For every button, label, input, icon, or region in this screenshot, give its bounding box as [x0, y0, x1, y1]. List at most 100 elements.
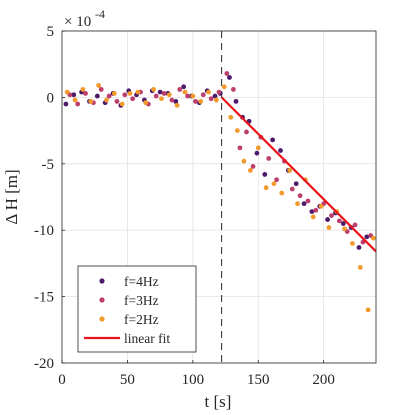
data-point	[111, 91, 117, 96]
data-point	[159, 96, 164, 102]
legend-label: f=3Hz	[124, 293, 159, 308]
x-tick-label: 0	[58, 372, 66, 388]
data-point	[370, 235, 376, 241]
data-point	[153, 93, 159, 99]
data-point	[127, 91, 133, 96]
data-point	[263, 185, 269, 191]
data-point	[233, 98, 239, 104]
data-point	[305, 198, 311, 204]
data-point	[181, 84, 187, 90]
data-point	[83, 91, 88, 96]
data-point	[190, 93, 196, 99]
data-point	[63, 101, 69, 107]
data-point	[206, 89, 211, 95]
data-point	[122, 92, 128, 98]
data-point	[157, 89, 163, 95]
data-point	[166, 92, 172, 98]
data-point	[213, 97, 219, 103]
legend-label: f=2Hz	[124, 312, 159, 327]
data-point	[293, 181, 299, 187]
data-point	[80, 87, 86, 92]
data-point	[250, 164, 256, 169]
data-point	[135, 89, 141, 95]
data-point	[279, 190, 285, 196]
data-point	[248, 168, 253, 173]
data-point	[241, 158, 247, 164]
data-point	[227, 75, 232, 80]
legend-item: f=4Hz	[99, 274, 159, 289]
data-point	[309, 209, 315, 215]
data-point	[130, 96, 136, 102]
data-point	[212, 93, 218, 99]
y-tick-label: -15	[34, 290, 54, 306]
legend-label: f=4Hz	[124, 274, 159, 289]
data-point	[119, 101, 125, 107]
data-point	[297, 193, 303, 199]
data-point	[270, 137, 276, 143]
data-point	[274, 177, 279, 183]
data-point	[356, 245, 362, 250]
data-point	[98, 87, 104, 92]
data-point	[143, 100, 149, 106]
data-point	[200, 92, 206, 98]
data-point	[278, 148, 283, 153]
y-tick-label: 5	[47, 24, 55, 40]
data-point	[96, 83, 102, 88]
y-axis-exponent: × 10 -4	[64, 7, 105, 30]
x-axis-title: t [s]	[205, 392, 232, 411]
data-point	[193, 98, 198, 104]
y-tick-label: -10	[34, 223, 54, 239]
y-axis-title: Δ H [m]	[2, 169, 21, 224]
data-point	[114, 98, 120, 104]
data-point	[289, 186, 295, 192]
data-point	[185, 93, 191, 99]
data-point	[71, 92, 77, 98]
data-point	[326, 225, 332, 230]
data-point	[350, 241, 355, 246]
y-tick-label: -20	[34, 356, 54, 372]
data-point	[287, 168, 293, 173]
legend-item: f=3Hz	[99, 293, 159, 308]
data-point	[182, 89, 188, 95]
data-point	[365, 307, 371, 313]
data-point	[325, 217, 330, 222]
data-point	[88, 98, 94, 104]
legend-item: f=2Hz	[99, 312, 159, 327]
data-point	[329, 213, 334, 218]
data-point	[262, 172, 268, 177]
legend: f=4Hz f=3Hz f=2Hz linear fit	[77, 265, 197, 353]
data-point	[255, 145, 261, 151]
data-point	[254, 150, 260, 156]
x-tick-label: 150	[247, 372, 270, 388]
data-point	[198, 98, 204, 104]
data-point	[237, 145, 243, 151]
legend-label: linear fit	[124, 331, 170, 346]
data-point	[208, 96, 214, 102]
data-point	[177, 87, 183, 92]
data-point	[244, 129, 249, 135]
y-tick-label: 0	[47, 90, 55, 106]
data-point	[342, 226, 347, 232]
data-point	[266, 156, 272, 161]
data-point	[313, 207, 319, 213]
data-point	[174, 102, 180, 108]
data-point	[151, 87, 156, 92]
linear-fit-line	[220, 96, 377, 253]
data-point	[106, 93, 112, 99]
data-point	[228, 114, 234, 120]
data-point	[352, 222, 358, 228]
data-point	[310, 214, 316, 220]
data-point	[234, 128, 240, 134]
x-tick-label: 200	[312, 372, 335, 388]
data-point	[75, 101, 81, 107]
data-point	[161, 91, 167, 96]
data-point	[301, 201, 307, 207]
data-point	[364, 234, 370, 240]
data-point	[357, 264, 363, 270]
data-point	[295, 201, 300, 207]
data-point	[221, 84, 227, 90]
plot-frame	[61, 30, 377, 364]
data-point	[104, 97, 109, 103]
